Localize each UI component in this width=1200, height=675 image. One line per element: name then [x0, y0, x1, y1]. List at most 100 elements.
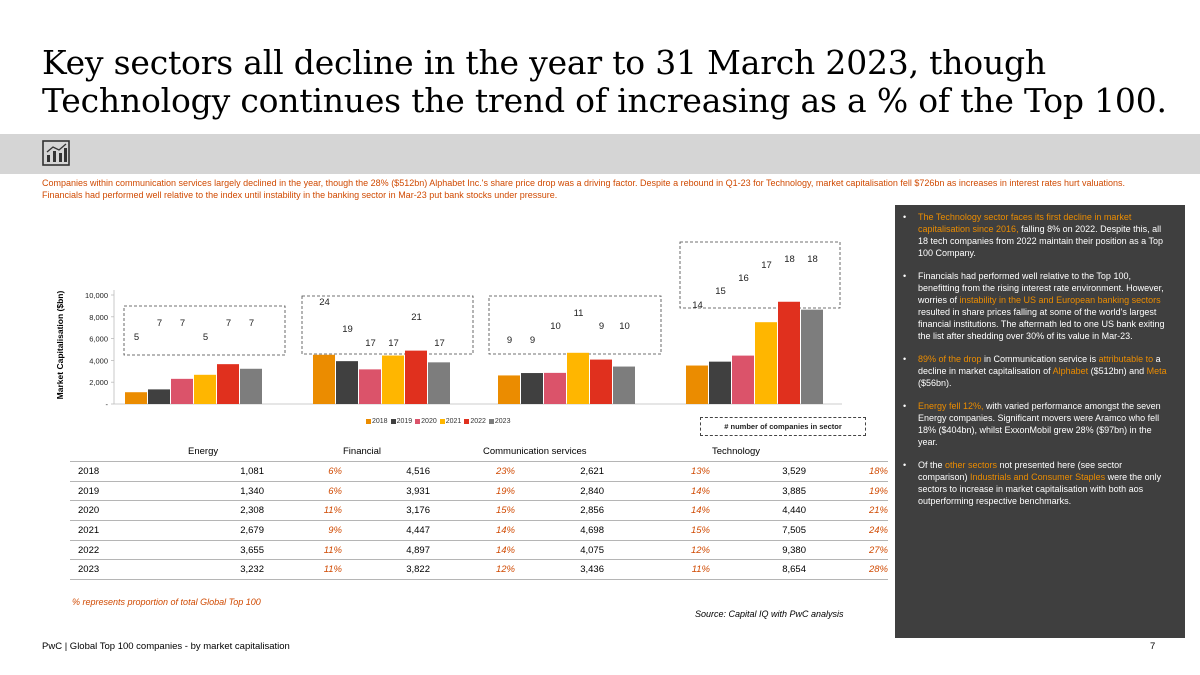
legend-swatch: [390, 418, 396, 424]
company-count-box: [301, 295, 474, 355]
table-percent-cell: 9%: [264, 520, 342, 541]
bar-2020-1: [359, 369, 381, 404]
insight-highlight: 89% of the drop: [918, 354, 982, 364]
table-year-cell: 2023: [70, 559, 160, 581]
insight-highlight: other sectors: [945, 460, 998, 470]
bar-2019-2: [521, 373, 543, 404]
bar-2022-3: [778, 301, 800, 404]
company-count-label: 19: [342, 324, 353, 335]
legend-item: 2022: [464, 418, 486, 425]
insight-highlight: Alphabet: [1052, 366, 1089, 376]
company-count-label: 9: [530, 335, 535, 346]
company-count-box: [679, 241, 841, 309]
insight-highlight: instability in the US and European banki…: [959, 295, 1161, 305]
insight-text: a decline in market capitalisation of: [918, 354, 1161, 376]
bar-2020-2: [544, 372, 566, 404]
company-count-label: 5: [203, 332, 208, 343]
legend-item: 2018: [366, 418, 388, 425]
table-percent-cell: 6%: [264, 480, 342, 501]
insight-text: ($512bn) and: [1088, 366, 1147, 376]
y-tick-label: 6,000: [89, 335, 108, 344]
table-value-cell: 2,621: [515, 461, 604, 482]
company-count-label: 7: [180, 318, 185, 329]
source-note: Source: Capital IQ with PwC analysis: [695, 609, 844, 619]
legend-item: 2020: [415, 418, 437, 425]
bar-2018-0: [125, 392, 147, 404]
company-count-label: 9: [507, 335, 512, 346]
y-tick-label: 4,000: [89, 356, 108, 365]
insight-text: in Communication service is: [981, 354, 1099, 364]
table-value-cell: 3,885: [710, 480, 806, 501]
y-tick-label: 8,000: [89, 313, 108, 322]
table-year-cell: 2022: [70, 539, 160, 560]
insight-text: were the only sectors to increase in mar…: [918, 472, 1162, 506]
legend-swatch: [488, 418, 494, 424]
insight-energy: Energy fell 12%, with varied performance…: [903, 400, 1173, 448]
table-row: 2022 3,655 11% 4,897 14% 4,075 12% 9,380 27%: [70, 539, 888, 560]
company-count-label: 24: [319, 297, 330, 308]
table-value-cell: 2,679: [160, 520, 264, 541]
bar-2018-1: [313, 354, 335, 404]
bar-2023-2: [613, 366, 635, 404]
table-value-cell: 4,075: [515, 539, 604, 560]
y-tick-label: 10,000: [85, 291, 108, 300]
company-count-label: 15: [715, 286, 726, 297]
intro-text: Companies within communication services …: [42, 178, 1125, 200]
bar-2021-0: [194, 374, 216, 404]
table-year-cell: 2021: [70, 520, 160, 541]
company-count-box: [488, 295, 662, 355]
table-value-cell: 4,447: [342, 520, 430, 541]
y-tick-label: -: [106, 400, 109, 409]
table-percent-cell: 6%: [264, 461, 342, 482]
table-row: 2018 1,081 6% 4,516 23% 2,621 13% 3,529 18%: [70, 461, 888, 482]
bar-chart: - 2,000 4,000 6,000 8,000 10,000 Market Capita…: [55, 241, 842, 409]
table-row: 2020 2,308 11% 3,176 15% 2,856 14% 4,440 21%: [70, 500, 888, 521]
table-value-cell: 4,897: [342, 539, 430, 560]
table-row: 2021 2,679 9% 4,447 14% 4,698 15% 7,505 24%: [70, 520, 888, 541]
market-cap-table: 2018 1,081 6% 4,516 23% 2,621 13% 3,529 18% 2019 1…: [70, 461, 888, 581]
company-count-legend: # number of companies in sector: [700, 417, 866, 436]
page-title: Key sectors all decline in the year to 3…: [42, 44, 1167, 120]
table-percent-cell: 12%: [604, 539, 710, 560]
table-value-cell: 2,840: [515, 480, 604, 501]
table-header-financial: Financial: [343, 446, 382, 457]
insight-financials: Financials had performed well relative t…: [903, 270, 1173, 342]
table-value-cell: 2,308: [160, 500, 264, 521]
legend-label: 2022: [470, 418, 486, 425]
table-percent-cell: 21%: [806, 500, 888, 521]
title-line-2: Technology continues the trend of increa…: [42, 81, 1167, 120]
table-percent-cell: 14%: [430, 520, 515, 541]
company-count-label: 7: [226, 318, 231, 329]
company-count-label: 17: [365, 338, 376, 349]
table-header-energy: Energy: [188, 446, 219, 457]
bar-2018-3: [686, 365, 708, 404]
table-percent-cell: 15%: [604, 520, 710, 541]
table-value-cell: 4,698: [515, 520, 604, 541]
chart-legend: 2018 2019 2020 2021 2022 2023: [366, 418, 513, 425]
legend-swatch: [439, 418, 445, 424]
legend-swatch: [464, 418, 470, 424]
table-header-communication: Communication services: [483, 446, 587, 457]
legend-label: 2019: [396, 418, 413, 425]
table-percent-cell: 18%: [806, 461, 888, 482]
legend-item: 2023: [488, 418, 510, 425]
insight-highlight: Energy fell 12%,: [918, 401, 984, 411]
insight-highlight: The Technology sector faces its first de…: [918, 212, 1132, 234]
bar-2019-0: [148, 389, 170, 404]
table-value-cell: 4,440: [710, 500, 806, 521]
table-percent-cell: 12%: [430, 559, 515, 581]
bar-2023-0: [240, 368, 262, 404]
table-percent-cell: 14%: [430, 539, 515, 560]
table-value-cell: 3,822: [342, 559, 430, 581]
company-count-label: 11: [574, 308, 584, 319]
legend-label: 2018: [372, 418, 388, 425]
table-percent-cell: 11%: [264, 539, 342, 560]
table-row: 2023 3,232 11% 3,822 12% 3,436 11% 8,654 28%: [70, 559, 888, 581]
table-value-cell: 1,340: [160, 480, 264, 501]
table-percent-cell: 24%: [806, 520, 888, 541]
company-count-label: 5: [134, 332, 139, 343]
company-count-label: 17: [388, 338, 399, 349]
table-percent-cell: 13%: [604, 461, 710, 482]
bar-2019-1: [336, 361, 358, 404]
legend-item: 2019: [390, 418, 413, 425]
